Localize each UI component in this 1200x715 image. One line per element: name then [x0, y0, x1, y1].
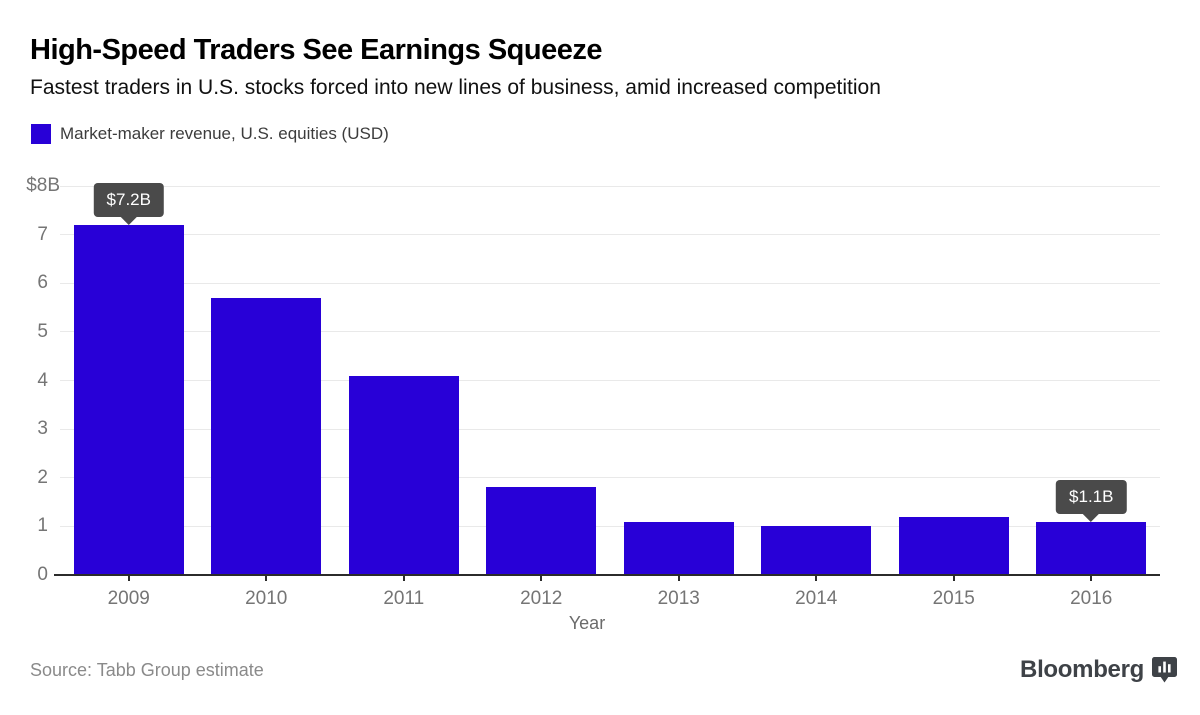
- x-axis-title: Year: [568, 613, 606, 633]
- x-axis-tick-2015: [952, 575, 955, 581]
- bar-2010[interactable]: [211, 297, 322, 575]
- value-callout-2009: $7.2B: [93, 182, 164, 217]
- gridline-2: [60, 477, 1160, 479]
- chart-title: High-Speed Traders See Earnings Squeeze: [30, 34, 602, 66]
- value-callout-2016: $1.1B: [1056, 479, 1127, 514]
- x-axis-label-2012: 2012: [520, 588, 563, 609]
- bar-2016[interactable]: [1036, 521, 1147, 575]
- x-axis-tick-2009: [127, 575, 130, 581]
- x-axis-tick-2013: [677, 575, 680, 581]
- x-axis-label-2009: 2009: [107, 588, 150, 609]
- gridline-8: [60, 185, 1160, 187]
- gridline-7: [60, 234, 1160, 236]
- x-axis-label-2013: 2013: [657, 588, 700, 609]
- x-axis-label-2011: 2011: [383, 588, 425, 609]
- x-axis-label-2016: 2016: [1070, 588, 1113, 609]
- x-axis-label-2014: 2014: [795, 588, 838, 609]
- y-axis-tick-label-6: 6: [37, 272, 48, 294]
- y-axis-tick-label-1: 1: [37, 515, 48, 537]
- y-axis-tick-label-7: 7: [37, 223, 48, 245]
- bar-2012[interactable]: [486, 487, 597, 575]
- y-axis-tick-label-0: 0: [37, 564, 48, 585]
- y-axis-tick-label-8: $8B: [26, 175, 60, 196]
- y-axis-tick-label-4: 4: [37, 369, 48, 391]
- y-axis-tick-label-5: 5: [37, 320, 48, 342]
- bar-2009[interactable]: [73, 224, 184, 575]
- x-axis-tick-2010: [265, 575, 268, 581]
- bloomberg-wordmark: Bloomberg: [1020, 656, 1144, 683]
- legend-swatch: [31, 124, 51, 144]
- x-axis-label-2015: 2015: [932, 588, 975, 609]
- bar-2014[interactable]: [761, 526, 872, 575]
- x-axis-tick-2011: [402, 575, 405, 581]
- legend: Market-maker revenue, U.S. equities (USD…: [31, 124, 389, 144]
- x-axis-label-2010: 2010: [245, 588, 288, 609]
- x-axis-tick-2012: [540, 575, 543, 581]
- y-axis-tick-label-2: 2: [37, 466, 48, 488]
- source-note: Source: Tabb Group estimate: [30, 660, 264, 680]
- legend-label: Market-maker revenue, U.S. equities (USD…: [60, 124, 389, 143]
- bar-2013[interactable]: [623, 521, 734, 575]
- x-axis-line: [54, 574, 1160, 576]
- y-axis-tick-label-3: 3: [37, 418, 48, 440]
- bloomberg-terminal-icon: [1152, 657, 1177, 683]
- chart-subtitle: Fastest traders in U.S. stocks forced in…: [30, 76, 881, 99]
- gridline-4: [60, 380, 1160, 381]
- gridline-3: [60, 428, 1160, 430]
- bloomberg-logo: Bloomberg: [1020, 656, 1178, 684]
- bar-2011[interactable]: [348, 375, 459, 575]
- x-axis-tick-2016: [1090, 575, 1093, 581]
- x-axis-tick-2014: [815, 575, 818, 581]
- gridline-6: [60, 282, 1160, 284]
- gridline-5: [60, 331, 1160, 333]
- bar-2015[interactable]: [898, 516, 1009, 575]
- gridline-1: [60, 525, 1160, 527]
